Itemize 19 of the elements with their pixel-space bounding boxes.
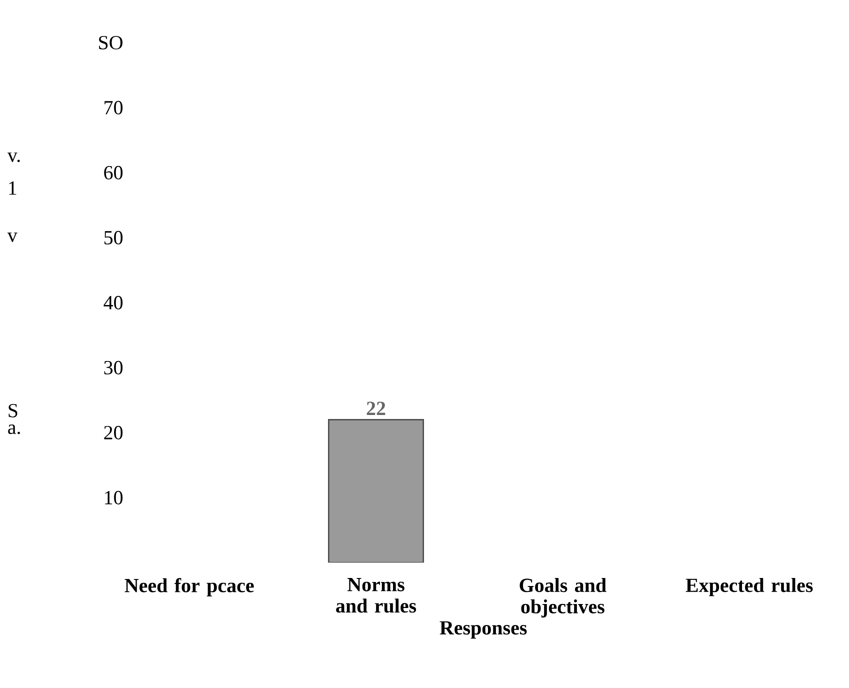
text: 1: [9, 181, 16, 195]
text: S: [8, 404, 18, 418]
data-label: 22: [366, 402, 386, 415]
text: v: [7, 232, 18, 242]
y-tick-label: SO: [99, 36, 122, 50]
x-tick-label: Expected rules: [686, 578, 813, 596]
y-tick-label: 10: [105, 490, 123, 504]
text: v.: [7, 152, 20, 162]
x-tick-label: Need for pcace: [124, 578, 254, 596]
y-tick-label: 30: [104, 360, 123, 374]
x-tick-label: Goals and objectives: [520, 578, 606, 618]
y-tick-label: 20: [104, 426, 123, 440]
text: a.: [8, 424, 20, 434]
x-axis-title: Responses: [440, 621, 527, 639]
x-tick-label: Norms and rules: [336, 578, 416, 613]
y-tick-label: 60: [104, 166, 123, 180]
y-tick-label: 40: [104, 296, 123, 310]
y-tick-label: 70: [104, 100, 123, 114]
y-tick-label: 50: [104, 230, 123, 244]
